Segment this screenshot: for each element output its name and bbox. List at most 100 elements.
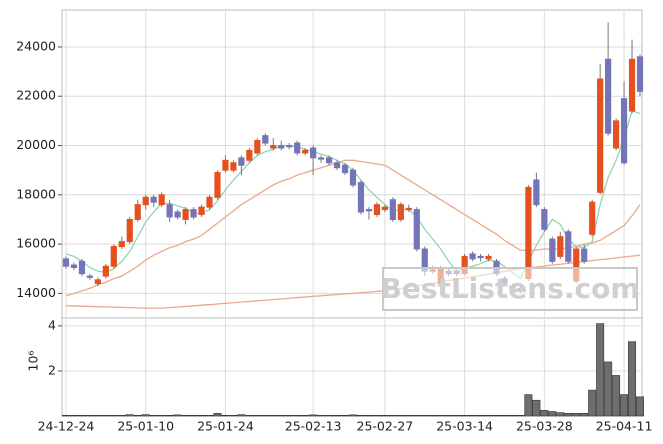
candle-body <box>278 145 285 149</box>
candle-body <box>126 218 133 243</box>
x-tick-label: 24-12-24 <box>38 419 95 434</box>
volume-bar <box>460 415 469 417</box>
volume-bar <box>277 415 286 417</box>
volume-bar <box>237 414 246 417</box>
y-tick-label: 18000 <box>16 186 56 201</box>
volume-bar <box>564 412 573 417</box>
candle-body <box>381 206 388 211</box>
candle-body <box>182 209 189 220</box>
volume-bar <box>380 415 389 417</box>
candle-body <box>389 199 396 220</box>
volume-bar <box>77 415 86 417</box>
x-tick-label: 25-03-14 <box>436 419 493 434</box>
volume-bar <box>468 415 477 417</box>
volume-bar <box>349 414 357 417</box>
volume-bar <box>261 415 270 417</box>
candle-body <box>166 204 173 218</box>
candle-body <box>533 179 540 206</box>
volume-bar <box>309 414 318 417</box>
volume-bar <box>61 415 70 417</box>
volume-bar <box>229 415 238 417</box>
candle-body <box>222 159 229 171</box>
candle-body <box>78 260 86 275</box>
volume-bar <box>85 415 94 417</box>
candle-body <box>102 265 109 277</box>
candle-body <box>413 209 420 250</box>
candle-body <box>612 120 620 149</box>
volume-bar <box>396 415 405 417</box>
volume-bar <box>372 415 381 417</box>
candle-body <box>262 135 269 144</box>
volume-bar <box>69 415 78 417</box>
candle-body <box>286 145 293 148</box>
candle-body <box>270 145 277 149</box>
watermark: BestListens.com <box>380 272 639 305</box>
candle-body <box>365 209 373 212</box>
candle-body <box>469 253 476 260</box>
candle-body <box>620 98 628 164</box>
y-tick-label: 22000 <box>16 88 56 103</box>
volume-bar <box>484 415 493 417</box>
volume-bar <box>572 412 581 417</box>
volume-bar <box>157 415 166 417</box>
volume-bar <box>540 410 549 417</box>
candle-body <box>589 201 596 235</box>
volume-bar <box>293 415 302 417</box>
candle-body <box>206 196 213 208</box>
candle-body <box>581 248 588 262</box>
candle-body <box>565 231 572 262</box>
volume-bar <box>93 415 102 417</box>
watermark-box <box>382 267 638 311</box>
volume-bar <box>500 415 509 417</box>
volume-bar <box>636 396 644 417</box>
volume-bar <box>588 389 597 417</box>
candle-body <box>397 204 404 220</box>
volume-bar <box>556 412 565 417</box>
candle-body <box>142 196 149 206</box>
volume-bar <box>476 415 485 417</box>
y-tick-label: 20000 <box>16 137 56 152</box>
volume-bar <box>412 415 421 417</box>
volume-bar <box>269 415 278 417</box>
candle-body <box>94 279 101 285</box>
volume-bar <box>388 415 397 417</box>
volume-bar <box>604 361 613 417</box>
volume-bar <box>181 415 190 417</box>
y-tick-label: 4 <box>48 317 56 332</box>
candle-body <box>349 169 357 186</box>
candle-body <box>549 238 556 262</box>
candle-body <box>134 204 141 220</box>
candle-body <box>373 204 381 216</box>
x-tick-label: 25-02-13 <box>285 419 342 434</box>
volume-bar <box>173 414 182 417</box>
volume-bar <box>356 415 365 417</box>
candle-body <box>357 181 365 213</box>
volume-bar <box>197 415 206 417</box>
y-tick-label: 14000 <box>16 285 56 300</box>
volume-bar <box>125 414 134 417</box>
x-tick-label: 25-01-10 <box>117 419 174 434</box>
moving-average-line <box>65 254 641 309</box>
x-tick-label: 25-04-11 <box>596 419 653 434</box>
volume-bar <box>364 415 373 417</box>
candle-body <box>86 275 94 278</box>
volume-bar <box>612 375 621 417</box>
volume-bar <box>221 415 230 417</box>
candle-body <box>190 209 197 218</box>
volume-bar <box>444 415 453 417</box>
volume-bar <box>580 412 589 417</box>
volume-bar <box>532 399 541 417</box>
candle-body <box>158 194 165 206</box>
volume-bar <box>325 415 334 417</box>
candle-body <box>525 186 532 280</box>
volume-bar <box>117 415 126 417</box>
candle-body <box>150 196 157 203</box>
volume-bar <box>165 415 174 417</box>
volume-bar <box>596 323 605 417</box>
volume-bar <box>149 415 158 417</box>
candle-body <box>333 162 341 169</box>
volume-bar <box>333 415 342 417</box>
volume-bar <box>213 412 222 417</box>
volume-bar <box>548 411 557 417</box>
